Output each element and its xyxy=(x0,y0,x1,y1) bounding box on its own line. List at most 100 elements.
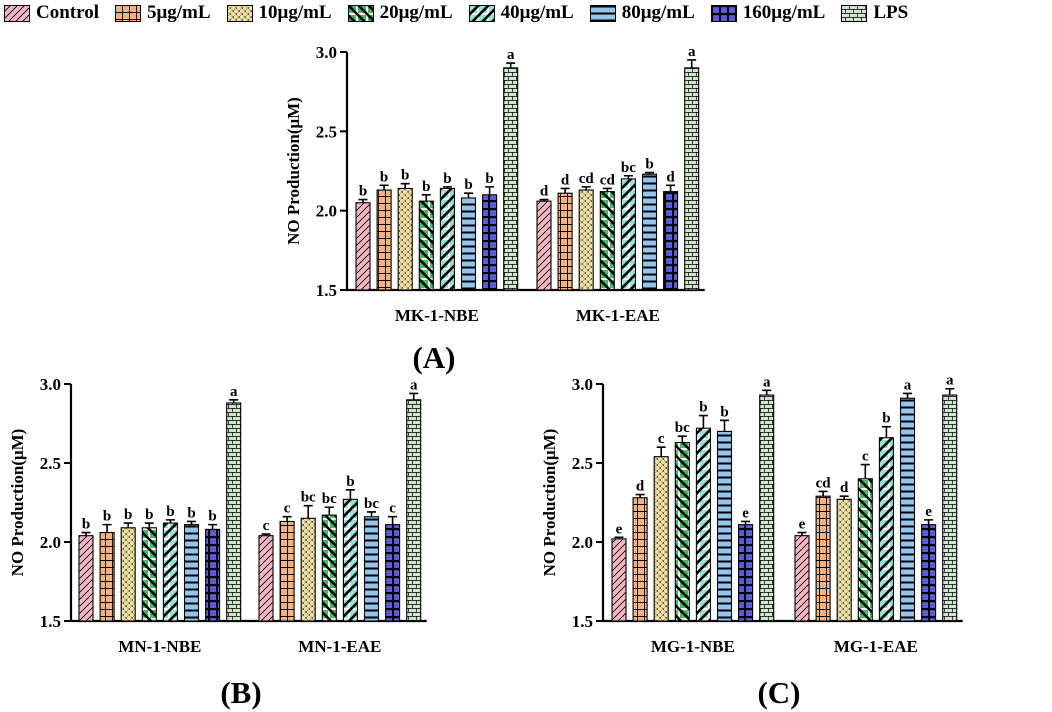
significance-letter: bc xyxy=(301,490,316,506)
error-bar xyxy=(560,187,570,194)
error-bar xyxy=(165,519,175,524)
legend-label: 80μg/mL xyxy=(621,2,695,23)
error-bar xyxy=(623,174,633,179)
error-bar xyxy=(645,171,654,175)
error-bar xyxy=(261,533,271,536)
significance-letter: c xyxy=(658,431,665,447)
error-bar xyxy=(187,520,196,525)
y-tick-label: 2.5 xyxy=(316,122,337,141)
bar xyxy=(376,189,392,291)
legend-label: Control xyxy=(36,2,99,23)
significance-letter: bc xyxy=(322,491,337,507)
legend-swatch xyxy=(114,4,141,22)
legend-label: 10μg/mL xyxy=(258,2,332,23)
significance-letter: b xyxy=(645,157,653,173)
bar xyxy=(663,191,679,291)
chart-panel: 1.52.02.53.0NO Production(μM) b b b b b b baMN-… xyxy=(8,375,427,710)
significance-letter: d xyxy=(561,172,570,188)
y-axis-label: NO Production(μM) xyxy=(8,429,27,577)
error-bar xyxy=(687,59,697,68)
x-group-label: MK-1-NBE xyxy=(395,306,479,325)
bar xyxy=(99,531,115,622)
significance-letter: d xyxy=(840,480,849,496)
bar xyxy=(620,178,636,291)
bar xyxy=(226,402,242,622)
error-bar xyxy=(208,523,218,530)
legend-item: 5μg/mL xyxy=(114,2,211,24)
error-bar xyxy=(102,523,112,533)
significance-letter: a xyxy=(410,377,418,393)
legend-label: 160μg/mL xyxy=(742,2,826,23)
error-bar xyxy=(367,511,376,517)
legend-swatch xyxy=(841,4,868,22)
x-group-label: MK-1-EAE xyxy=(576,306,660,325)
significance-letter: cd xyxy=(600,172,616,188)
bar xyxy=(899,397,916,622)
error-bar xyxy=(818,490,828,497)
error-bar xyxy=(442,186,452,189)
significance-letter: c xyxy=(263,518,270,534)
bar xyxy=(653,456,669,622)
significance-letter: b xyxy=(82,517,90,533)
bar xyxy=(342,498,358,622)
bar xyxy=(460,197,477,291)
significance-letter: bc xyxy=(675,420,690,436)
significance-letter: c xyxy=(389,501,396,517)
legend-swatch xyxy=(4,4,30,22)
bar xyxy=(397,187,413,291)
error-bar xyxy=(924,519,934,525)
bar xyxy=(857,478,873,622)
bar xyxy=(695,427,711,622)
bar xyxy=(183,524,200,622)
y-axis-label: NO Production(μM) xyxy=(540,429,559,577)
error-bar xyxy=(421,194,431,202)
error-bar xyxy=(881,425,891,438)
bar xyxy=(300,517,316,622)
significance-letter: b xyxy=(699,400,707,416)
bar xyxy=(815,495,831,622)
error-bar xyxy=(945,387,955,396)
error-bar xyxy=(282,515,292,522)
y-tick-label: 2.0 xyxy=(316,202,337,221)
bar xyxy=(674,441,690,622)
bar xyxy=(258,535,274,622)
significance-letter: b xyxy=(422,179,430,195)
significance-letter: a xyxy=(946,373,954,389)
chart-panel: 1.52.02.53.0NO Production(μM) bb bb b b baMK-… xyxy=(284,43,705,375)
significance-letter: d xyxy=(540,184,549,200)
error-bar xyxy=(656,446,666,457)
significance-letter: e xyxy=(799,517,806,533)
legend-swatch xyxy=(226,4,253,22)
legend: Control 5μg/mL 10μg/mL 20μg/mL 40μg/mL 80μg/m… xyxy=(4,1,924,25)
significance-letter: a xyxy=(507,47,515,63)
y-tick-label: 1.5 xyxy=(572,612,593,631)
significance-letter: e xyxy=(742,505,749,521)
y-tick-label: 3.0 xyxy=(316,43,337,62)
significance-letter: b xyxy=(145,507,153,523)
significance-letter: a xyxy=(688,44,696,60)
bar xyxy=(794,535,810,622)
bar xyxy=(406,399,422,622)
significance-letter: e xyxy=(616,521,623,537)
y-axis-label: NO Production(μM) xyxy=(284,97,303,245)
bar xyxy=(120,527,136,622)
significance-letter: b xyxy=(882,411,890,427)
bar xyxy=(684,67,700,291)
error-bar xyxy=(388,515,398,525)
y-tick-label: 3.0 xyxy=(40,375,61,394)
significance-letter: a xyxy=(763,374,771,390)
error-bar xyxy=(464,192,473,198)
error-bar xyxy=(635,493,645,498)
legend-label: 20μg/mL xyxy=(379,2,453,23)
significance-letter: b xyxy=(464,177,472,193)
bar xyxy=(738,524,754,622)
significance-letter: a xyxy=(904,377,912,393)
error-bar xyxy=(614,536,624,539)
error-bar xyxy=(539,198,549,202)
bar xyxy=(355,202,371,291)
y-tick-label: 1.5 xyxy=(40,612,61,631)
panel-label: (C) xyxy=(757,675,800,710)
significance-letter: b xyxy=(124,507,132,523)
